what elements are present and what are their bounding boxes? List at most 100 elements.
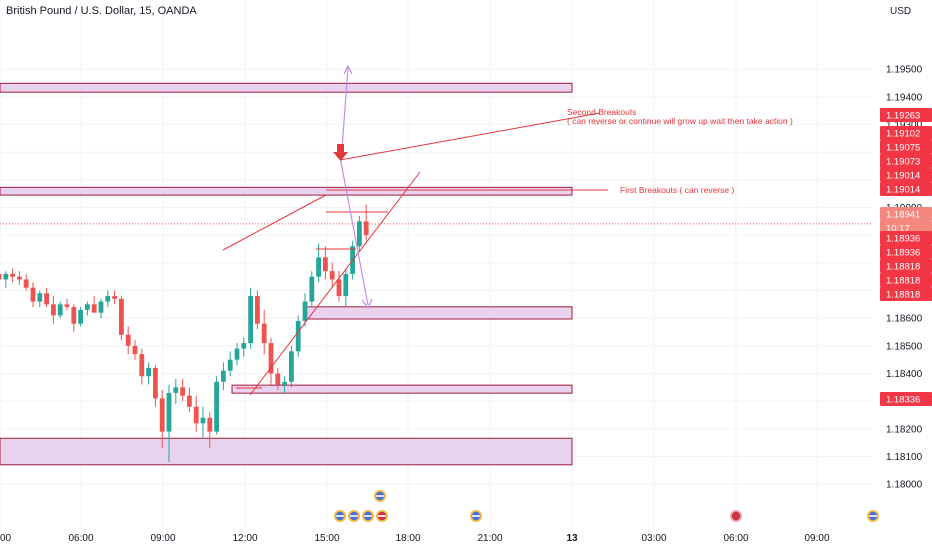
arrow-down-icon <box>361 298 373 310</box>
candle-body <box>193 406 199 424</box>
price-badge-text: 1.19102 <box>886 129 920 140</box>
flag-stripe <box>869 515 877 517</box>
x-tick-label: 15:00 <box>314 533 339 544</box>
candle-body <box>248 296 253 344</box>
chart-annotations: Second Breakouts( can reverse or continu… <box>567 107 793 195</box>
candle-body <box>30 287 36 302</box>
price-badge <box>880 182 932 196</box>
candle-body <box>85 304 90 310</box>
candle-body <box>241 343 247 349</box>
candle-body <box>173 387 179 393</box>
lower-trendline <box>249 171 421 396</box>
candle-body <box>146 367 151 377</box>
candle-body <box>10 273 15 277</box>
flag-stripe <box>336 515 344 517</box>
price-zone <box>0 186 573 196</box>
candle-body <box>153 367 158 399</box>
first-breakouts-label: First Breakouts ( can reverse ) <box>620 185 734 195</box>
candle-body <box>200 417 206 424</box>
price-zone <box>231 384 573 394</box>
y-tick-label: 1.18500 <box>886 341 923 352</box>
candle-body <box>37 293 43 302</box>
price-zone <box>0 82 573 93</box>
candle-body <box>302 301 308 321</box>
price-badge-text: 1.18936 <box>886 234 920 245</box>
y-tick-label: 1.19400 <box>886 92 923 103</box>
support-resistance-zones <box>0 82 573 466</box>
price-badge-text: 1.18818 <box>886 290 920 301</box>
candle-body <box>363 221 369 236</box>
y-tick-label: 1.18400 <box>886 369 923 380</box>
candle-body <box>207 417 213 432</box>
candle-body <box>275 373 281 385</box>
arrow-up-icon <box>343 64 353 75</box>
candle-body <box>119 298 124 335</box>
candle-body <box>316 257 321 277</box>
candle-body <box>323 257 328 272</box>
candle-body <box>64 304 70 308</box>
price-badge <box>880 287 932 301</box>
x-tick-label: 03:00 <box>641 533 666 544</box>
candle-body <box>234 348 240 360</box>
flag-stripe <box>472 515 480 517</box>
candle-body <box>78 309 83 324</box>
price-badge-text: 1.19263 <box>886 111 920 122</box>
price-badge <box>880 126 932 140</box>
price-badge <box>880 108 932 122</box>
economic-event-markers <box>333 489 880 523</box>
x-tick-label: 06:00 <box>723 533 748 544</box>
upper-trendline <box>222 194 327 251</box>
candle-body <box>112 296 117 299</box>
candle-body <box>139 354 145 377</box>
candle-body <box>57 304 63 316</box>
price-zone <box>305 306 573 320</box>
candle-body <box>295 320 301 352</box>
price-badge-text: 1.19073 <box>886 157 920 168</box>
second-breakouts-detail: ( can reverse or continue will grow up w… <box>567 116 793 126</box>
projection-down-line <box>340 161 369 306</box>
y-tick-label: 1.18600 <box>886 314 923 325</box>
candle-body <box>187 395 192 407</box>
flag-stripe <box>376 495 384 497</box>
marker-arrow-stem <box>337 144 344 153</box>
price-badge <box>880 154 932 168</box>
symbol-title[interactable]: British Pound / U.S. Dollar, 15, OANDA <box>6 5 197 17</box>
candle-body <box>166 392 172 432</box>
candle-body <box>357 221 362 247</box>
price-badge-text: 1.18818 <box>886 276 920 287</box>
price-badge-text: 1.18936 <box>886 248 920 259</box>
x-tick-label: 21:00 <box>477 533 502 544</box>
flag-icon <box>731 511 741 521</box>
candle-body <box>268 343 274 374</box>
price-zone <box>0 437 573 466</box>
price-badge-text: 1.18818 <box>886 262 920 273</box>
price-badge-text: 1.18941 <box>886 210 920 221</box>
flag-stripe <box>364 515 372 517</box>
x-tick-label: 12:00 <box>232 533 257 544</box>
candlestick-series <box>0 204 369 463</box>
price-badge <box>880 207 932 221</box>
y-tick-label: 1.19300 <box>886 120 923 131</box>
candle-body <box>159 398 165 432</box>
candle-body <box>227 359 233 371</box>
candle-body <box>329 271 335 280</box>
second-breakouts-title: Second Breakouts <box>567 107 636 117</box>
x-tick-label: 09:00 <box>150 533 175 544</box>
candle-body <box>44 293 49 305</box>
price-badges: 1.19263 1.19102 1.19075 1.19073 1.19014 1.190… <box>880 108 932 406</box>
candle-body <box>91 304 97 313</box>
candle-body <box>309 276 315 302</box>
flag-stripe <box>378 515 386 517</box>
candle-body <box>214 381 219 432</box>
second-breakout-line <box>339 112 601 161</box>
candle-body <box>105 296 111 302</box>
trendline-drawings <box>222 64 608 396</box>
candle-body <box>3 273 9 280</box>
candle-body <box>289 351 294 382</box>
marker-arrow-icon <box>333 152 348 161</box>
time-axis[interactable]: 00 06:00 09:00 12:00 15:00 18:00 21:00 13 03:00 0… <box>0 533 830 544</box>
price-badge-text: 1.19014 <box>886 185 920 196</box>
currency-label: USD <box>890 6 912 17</box>
price-badge-text: 1.18336 <box>886 395 920 406</box>
